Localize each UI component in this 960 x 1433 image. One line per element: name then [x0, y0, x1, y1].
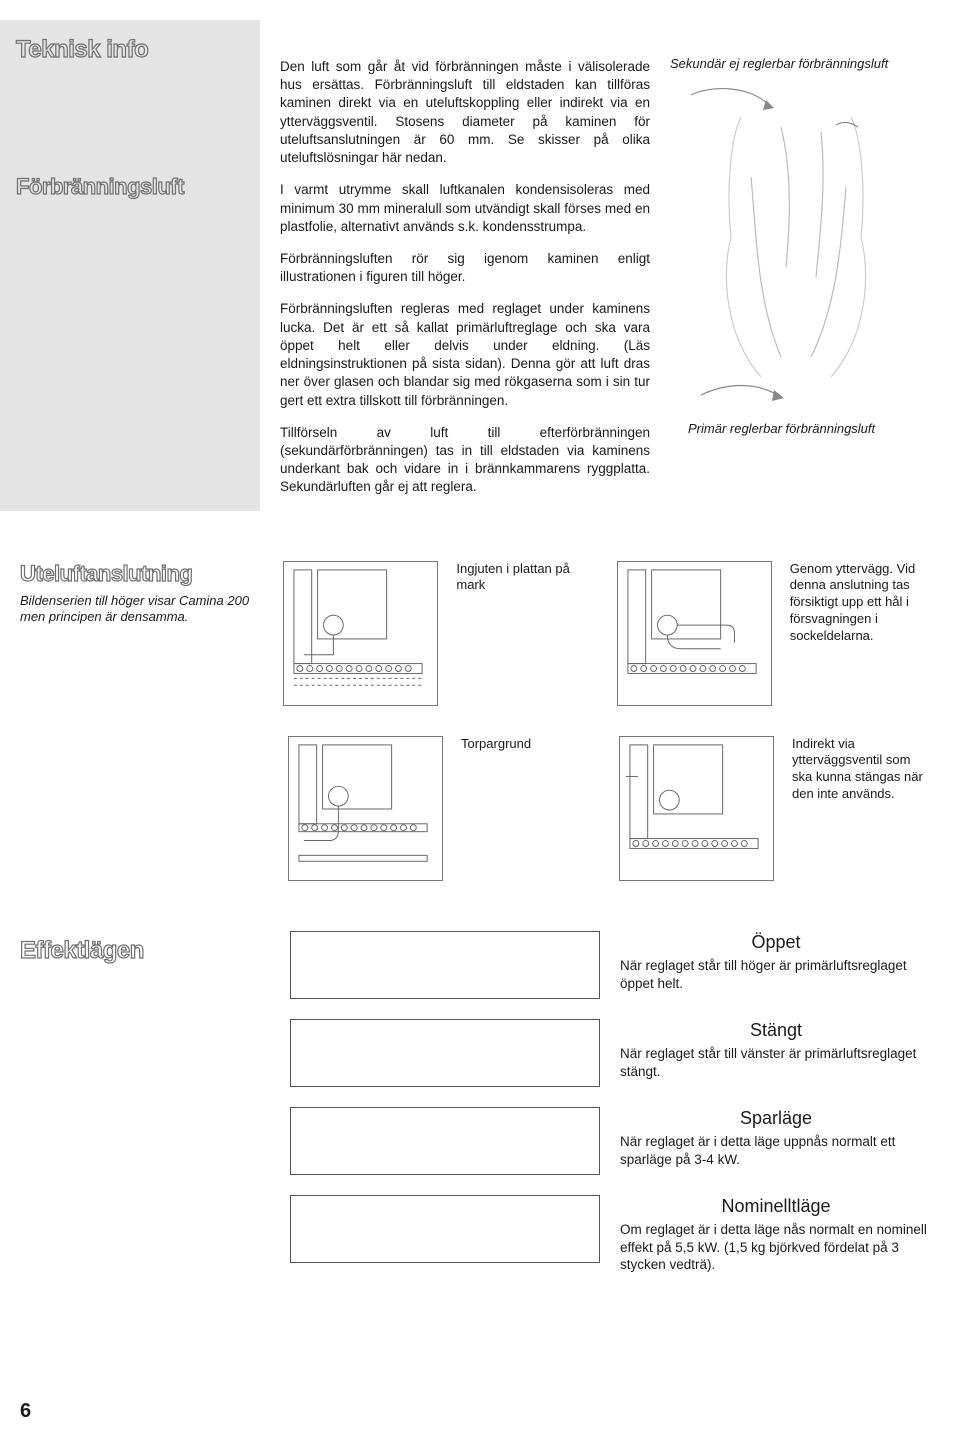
mode-text: Sparläge När reglaget är i detta läge up… — [620, 1107, 932, 1168]
heading-effektlagen: Effektlägen — [20, 937, 270, 965]
section3-header-block: Effektlägen — [20, 931, 270, 1274]
mode-desc: När reglaget är i detta läge uppnås norm… — [620, 1133, 932, 1168]
mode-box-oppet — [290, 931, 600, 999]
mode-title: Sparläge — [620, 1107, 932, 1130]
paragraph: Den luft som går åt vid förbränningen må… — [280, 58, 650, 167]
diagram-yttervagg — [617, 561, 772, 706]
diagram-ingjuten — [283, 561, 438, 706]
section-forbranningsluft: Teknisk info Förbränningsluft Den luft s… — [0, 0, 960, 551]
mode-row: Stängt När reglaget står till vänster är… — [290, 1019, 932, 1087]
section-uteluftanslutning: Uteluftanslutning Bildenserien till höge… — [0, 551, 960, 911]
mode-box-stangt — [290, 1019, 600, 1087]
mode-row: Sparläge När reglaget är i detta läge up… — [290, 1107, 932, 1175]
mode-box-nominell — [290, 1195, 600, 1263]
figure-label-primary: Primär reglerbar förbränningsluft — [670, 421, 932, 436]
paragraph: Förbränningsluften rör sig igenom kamine… — [280, 250, 650, 286]
section-effektlagen: Effektlägen Öppet När reglaget står till… — [0, 911, 960, 1284]
section2-header-block: Uteluftanslutning Bildenserien till höge… — [20, 561, 265, 627]
diagram-torpargrund — [288, 736, 443, 881]
heading-teknisk-info: Teknisk info — [16, 36, 244, 64]
row-1: Uteluftanslutning Bildenserien till höge… — [20, 561, 932, 706]
stove-airflow-diagram — [670, 77, 932, 417]
diagram-label: Genom yttervägg. Vid denna anslutning ta… — [790, 561, 932, 645]
modes-column: Öppet När reglaget står till höger är pr… — [290, 931, 932, 1274]
mode-text: Öppet När reglaget står till höger är pr… — [620, 931, 932, 992]
page: Teknisk info Förbränningsluft Den luft s… — [0, 0, 960, 1433]
mode-desc: När reglaget står till höger är primärlu… — [620, 957, 932, 992]
mode-title: Öppet — [620, 931, 932, 954]
paragraph: Förbränningsluften regleras med reglaget… — [280, 300, 650, 409]
mode-row: Nominelltläge Om reglaget är i detta läg… — [290, 1195, 932, 1274]
page-number: 6 — [20, 1400, 31, 1423]
mode-desc: När reglaget står till vänster är primär… — [620, 1045, 932, 1080]
mode-title: Nominelltläge — [620, 1195, 932, 1218]
paragraph: I varmt utrymme skall luftkanalen konden… — [280, 181, 650, 236]
heading-forbranningsluft: Förbränningsluft — [16, 174, 244, 200]
paragraph: Tillförseln av luft till efterförbrännin… — [280, 424, 650, 497]
figure-label-secondary: Sekundär ej reglerbar förbränningsluft — [670, 56, 932, 71]
body-text-column: Den luft som går åt vid förbränningen må… — [280, 20, 650, 511]
section2-caption: Bildenserien till höger visar Camina 200… — [20, 593, 265, 627]
mode-title: Stängt — [620, 1019, 932, 1042]
row-2: Torpargrund Indirekt via ytterväggsventi… — [288, 736, 932, 881]
mode-desc: Om reglaget är i detta läge nås normalt … — [620, 1221, 932, 1274]
figure-column: Sekundär ej reglerbar förbränningsluft — [670, 20, 932, 511]
heading-uteluftanslutning: Uteluftanslutning — [20, 561, 265, 587]
diagram-label: Ingjuten i plattan på mark — [456, 561, 598, 595]
mode-box-sparlage — [290, 1107, 600, 1175]
diagram-label: Torpargrund — [461, 736, 601, 753]
mode-text: Nominelltläge Om reglaget är i detta läg… — [620, 1195, 932, 1274]
mode-text: Stängt När reglaget står till vänster är… — [620, 1019, 932, 1080]
mode-row: Öppet När reglaget står till höger är pr… — [290, 931, 932, 999]
sidebar: Teknisk info Förbränningsluft — [0, 20, 260, 511]
diagram-indirekt — [619, 736, 774, 881]
diagram-label: Indirekt via ytterväggsventil som ska ku… — [792, 736, 932, 804]
